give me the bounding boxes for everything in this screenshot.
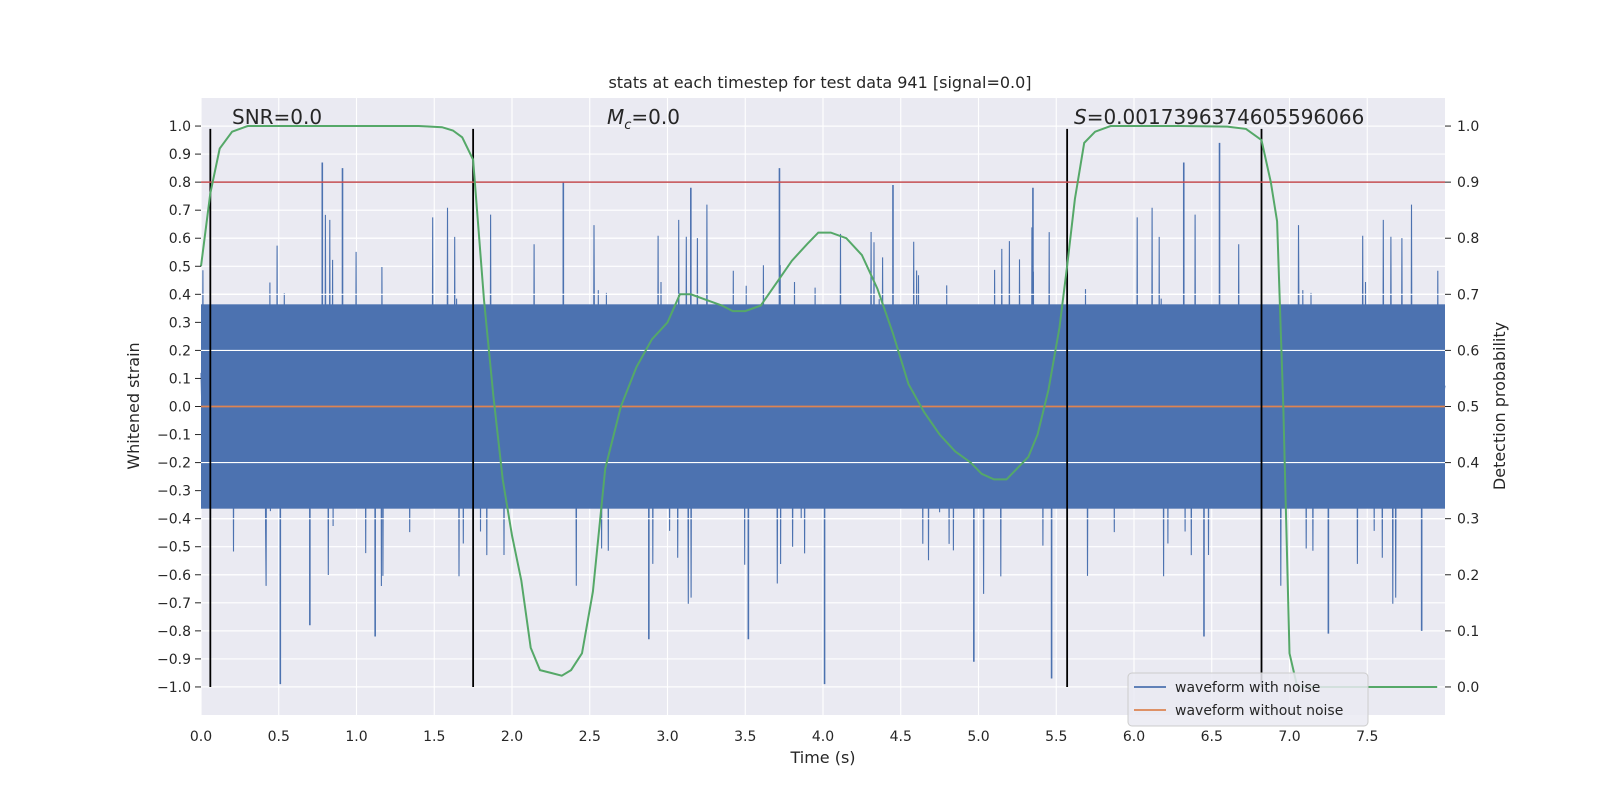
s-symbol: S — [1074, 105, 1087, 129]
y-tick-label: −0.7 — [157, 596, 191, 612]
x-tick-label: 1.0 — [345, 729, 367, 745]
x-tick-label: 5.0 — [967, 729, 989, 745]
y2-tick-label: 0.9 — [1457, 175, 1479, 191]
y-tick-label: 0.4 — [169, 287, 191, 303]
y-tick-label: 0.7 — [169, 203, 191, 219]
y2-axis-label: Detection probability — [1490, 322, 1509, 490]
y-axis-ticks: 1.0 0.9 0.8 0.7 0.6 0.5 0.4 0.3 0.2 0.1 0.0 −0.1 −0.… — [157, 119, 201, 696]
y2-axis-ticks: 1.0 0.9 0.8 0.7 0.6 0.5 0.4 0.3 0.2 0.1 0.0 — [1445, 119, 1479, 696]
y2-tick-label: 0.1 — [1457, 624, 1479, 640]
chart-title: stats at each timestep for test data 941… — [608, 73, 1031, 92]
y-tick-label: 0.1 — [169, 371, 191, 387]
y-tick-label: −0.5 — [157, 540, 191, 556]
x-tick-label: 3.0 — [656, 729, 678, 745]
x-axis-ticks: 0.0 0.5 1.0 1.5 2.0 2.5 3.0 3.5 4.0 4.5 5.0 5.5 6.0 6… — [190, 729, 1379, 745]
y2-tick-label: 0.0 — [1457, 680, 1479, 696]
y-axis-label: Whitened strain — [124, 342, 143, 469]
y-tick-label: −0.3 — [157, 484, 191, 500]
x-tick-label: 6.5 — [1201, 729, 1223, 745]
y2-tick-label: 0.5 — [1457, 400, 1479, 416]
y-tick-label: 0.2 — [169, 343, 191, 359]
x-tick-label: 4.5 — [890, 729, 912, 745]
x-tick-label: 5.5 — [1045, 729, 1067, 745]
y-tick-label: −0.8 — [157, 624, 191, 640]
y2-tick-label: 0.6 — [1457, 343, 1479, 359]
detection-probability-series — [200, 125, 1438, 688]
y-tick-label: −0.6 — [157, 568, 191, 584]
x-tick-label: 0.5 — [268, 729, 290, 745]
y2-tick-label: 0.7 — [1457, 287, 1479, 303]
y-tick-label: 0.0 — [169, 400, 191, 416]
legend-label-noise: waveform with noise — [1175, 680, 1320, 696]
mc-symbol: M — [607, 105, 624, 129]
x-axis-label: Time (s) — [789, 748, 855, 767]
s-annotation: S=0.0017396374605596066 — [1074, 105, 1364, 129]
mc-subscript: c — [624, 118, 631, 133]
x-tick-label: 6.0 — [1123, 729, 1145, 745]
y-tick-label: 0.8 — [169, 175, 191, 191]
y-tick-label: 0.3 — [169, 315, 191, 331]
y-tick-label: −0.9 — [157, 652, 191, 668]
y-tick-label: 0.6 — [169, 231, 191, 247]
vertical-markers — [209, 128, 1263, 687]
y-tick-label: 0.5 — [169, 259, 191, 275]
legend: waveform with noise waveform without noi… — [1127, 672, 1369, 727]
y2-tick-label: 1.0 — [1457, 119, 1479, 135]
mc-value: =0.0 — [631, 105, 680, 129]
x-tick-label: 2.5 — [579, 729, 601, 745]
x-tick-label: 7.5 — [1356, 729, 1378, 745]
y-tick-label: −0.4 — [157, 512, 191, 528]
y2-tick-label: 0.8 — [1457, 231, 1479, 247]
chirp-mass-annotation: Mc=0.0 — [607, 105, 680, 133]
y-tick-label: −0.1 — [157, 428, 191, 444]
y-tick-label: 1.0 — [169, 119, 191, 135]
y-tick-label: −0.2 — [157, 456, 191, 472]
x-tick-label: 2.0 — [501, 729, 523, 745]
x-tick-label: 0.0 — [190, 729, 212, 745]
y2-tick-label: 0.2 — [1457, 568, 1479, 584]
x-tick-label: 4.0 — [812, 729, 834, 745]
y-tick-label: −1.0 — [157, 680, 191, 696]
x-tick-label: 7.0 — [1278, 729, 1300, 745]
detection-probability-line — [200, 125, 1438, 688]
legend-box — [1127, 672, 1369, 727]
s-value: =0.0017396374605596066 — [1087, 105, 1365, 129]
snr-annotation: SNR=0.0 — [232, 105, 322, 129]
x-tick-label: 3.5 — [734, 729, 756, 745]
y2-tick-label: 0.3 — [1457, 512, 1479, 528]
y-tick-label: 0.9 — [169, 147, 191, 163]
legend-label-clean: waveform without noise — [1175, 703, 1343, 719]
x-tick-label: 1.5 — [423, 729, 445, 745]
y2-tick-label: 0.4 — [1457, 456, 1479, 472]
